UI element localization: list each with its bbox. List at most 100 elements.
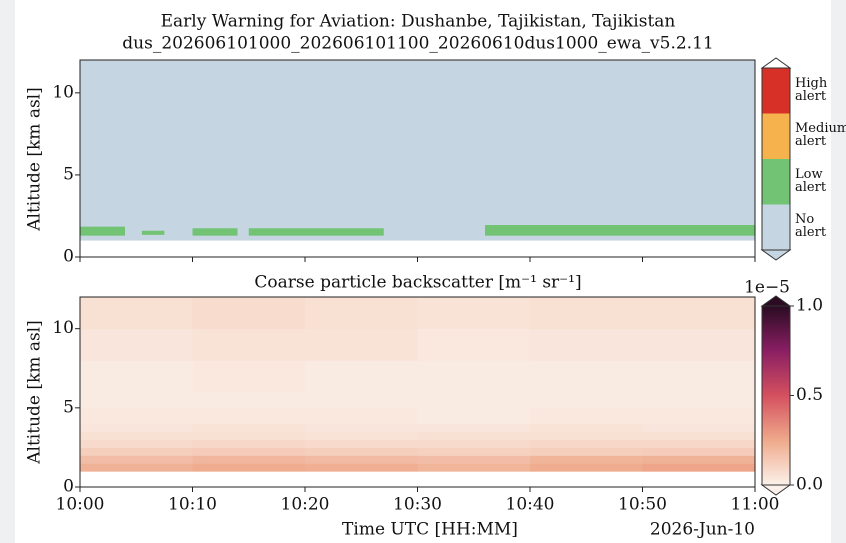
y-tick-label: 10 — [52, 82, 74, 102]
heatmap-cell — [530, 447, 643, 456]
heatmap-cell — [417, 423, 531, 433]
colorbar-label-box: High alert — [795, 76, 828, 104]
heatmap-cell — [642, 423, 756, 433]
heatmap-cell — [305, 360, 418, 393]
heatmap-cell — [642, 328, 756, 361]
heatmap-cell — [530, 439, 643, 448]
colorbar-frame — [761, 67, 791, 251]
low-alert-band — [192, 228, 238, 236]
heatmap-cell — [530, 431, 643, 440]
heatmap-cell — [642, 407, 756, 425]
heatmap-cell — [192, 439, 306, 448]
colorbar-swatch — [762, 68, 790, 114]
heatmap-cell — [80, 439, 193, 448]
heatmap-cell — [417, 447, 531, 456]
x-axis-label: Time UTC [HH:MM] — [342, 520, 518, 540]
heatmap-cell — [80, 360, 193, 393]
y-axis-label: Altitude [km asl] — [25, 320, 45, 465]
heatmap-cell — [642, 360, 756, 393]
colorbar-label-box: No alert — [795, 213, 827, 241]
heatmap-cell — [417, 463, 531, 472]
heatmap-cell — [642, 439, 756, 448]
heatmap-cell — [192, 297, 306, 330]
y-tick-label: 0 — [63, 477, 74, 497]
x-tick-label: 10:20 — [281, 495, 330, 515]
heatmap-cell — [80, 463, 193, 472]
colorbar-label: High alert — [795, 76, 828, 104]
heatmap-cell — [417, 431, 531, 440]
heatmap-cell — [192, 463, 306, 472]
heatmap-cell — [80, 392, 193, 409]
heatmap-cell — [530, 360, 643, 393]
heatmap-cell — [80, 455, 193, 464]
heatmap-cell — [305, 297, 418, 330]
heatmap-cell — [192, 431, 306, 440]
colorbar-swatch — [762, 204, 790, 250]
y-tick-label: 0 — [63, 247, 74, 267]
heatmap-cell — [80, 447, 193, 456]
chart-title: Coarse particle backscatter [m⁻¹ sr⁻¹] — [254, 273, 581, 293]
colorbar — [761, 305, 791, 486]
chart-subtitle: dus_202606101000_202606101100_20260610du… — [122, 34, 713, 54]
heatmap-cell — [530, 392, 643, 409]
heatmap-cell — [80, 407, 193, 425]
heatmap-cell — [192, 447, 306, 456]
x-tick-label: 10:40 — [506, 495, 555, 515]
heatmap-cell — [642, 447, 756, 456]
low-alert-band — [80, 226, 125, 236]
heatmap-cell — [530, 423, 643, 433]
heatmap-cell — [530, 407, 643, 425]
colorbar-label-box: Medium alert — [795, 122, 846, 150]
x-tick-label: 10:10 — [168, 495, 217, 515]
y-tick-label: 5 — [63, 397, 74, 417]
no-alert-area — [80, 60, 755, 241]
heatmap-cell — [80, 431, 193, 440]
x-tick-label: 10:50 — [618, 495, 667, 515]
heatmap-cell — [417, 297, 531, 330]
heatmap-cell — [80, 423, 193, 433]
y-axis-label: Altitude [km asl] — [25, 87, 45, 232]
low-alert-band — [485, 224, 755, 236]
heatmap-cell — [642, 392, 756, 409]
heatmap-cell — [642, 431, 756, 440]
heatmap-cell — [530, 455, 643, 464]
colorbar-swatch — [762, 159, 790, 205]
x-tick-label: 10:00 — [56, 495, 105, 515]
heatmap-cell — [417, 360, 531, 393]
heatmap-cell — [192, 407, 306, 425]
heatmap-cell — [305, 447, 418, 456]
heatmap-cell — [305, 423, 418, 433]
heatmap-cell — [417, 328, 531, 361]
heatmap-cell — [192, 392, 306, 409]
heatmap-cell — [417, 439, 531, 448]
heatmap-cell — [642, 297, 756, 330]
x-tick-label: 10:30 — [393, 495, 442, 515]
low-alert-band — [248, 228, 384, 236]
chart-title: Early Warning for Aviation: Dushanbe, Ta… — [161, 12, 676, 32]
colorbar-label-box: Low alert — [795, 168, 826, 194]
heatmap-cell — [305, 431, 418, 440]
heatmap-cell — [530, 328, 643, 361]
x-tick-label: 11:00 — [731, 495, 780, 515]
colorbar-offset: 1e−5 — [744, 278, 790, 298]
heatmap-cell — [305, 328, 418, 361]
colorbar-label: No alert — [795, 213, 827, 241]
heatmap-cell — [642, 463, 756, 472]
heatmap-cell — [305, 455, 418, 464]
heatmap-cell — [192, 360, 306, 393]
colorbar-tick-label: 0.0 — [796, 475, 823, 495]
heatmap-cell — [305, 407, 418, 425]
heatmap-cell — [642, 455, 756, 464]
heatmap-cell — [417, 407, 531, 425]
colorbar-tick-label: 1.0 — [796, 296, 823, 316]
heatmap-cell — [192, 423, 306, 433]
heatmap-cell — [305, 392, 418, 409]
heatmap-cell — [192, 328, 306, 361]
heatmap-cell — [80, 328, 193, 361]
heatmap-cell — [417, 392, 531, 409]
colorbar-label: Medium alert — [795, 122, 846, 150]
date-label: 2026-Jun-10 — [650, 520, 755, 540]
y-tick-label: 5 — [63, 164, 74, 184]
